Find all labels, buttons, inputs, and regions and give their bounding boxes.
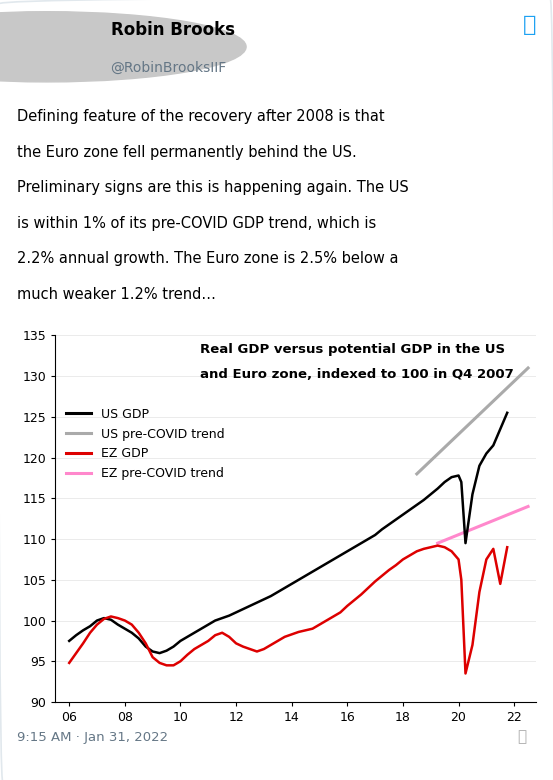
Text: Robin Brooks: Robin Brooks [111, 22, 234, 40]
Text: and Euro zone, indexed to 100 in Q4 2007: and Euro zone, indexed to 100 in Q4 2007 [200, 368, 513, 381]
Text: @RobinBrooksIIF: @RobinBrooksIIF [111, 61, 227, 74]
Text: Real GDP versus potential GDP in the US: Real GDP versus potential GDP in the US [200, 342, 505, 356]
Text: 2.2% annual growth. The Euro zone is 2.5% below a: 2.2% annual growth. The Euro zone is 2.5… [17, 251, 398, 266]
Text: is within 1% of its pre-COVID GDP trend, which is: is within 1% of its pre-COVID GDP trend,… [17, 215, 376, 231]
Text: the Euro zone fell permanently behind the US.: the Euro zone fell permanently behind th… [17, 145, 356, 160]
Legend: US GDP, US pre-COVID trend, EZ GDP, EZ pre-COVID trend: US GDP, US pre-COVID trend, EZ GDP, EZ p… [66, 408, 225, 480]
Text: Defining feature of the recovery after 2008 is that: Defining feature of the recovery after 2… [17, 109, 384, 124]
Text: Preliminary signs are this is happening again. The US: Preliminary signs are this is happening … [17, 180, 408, 195]
Circle shape [0, 12, 246, 82]
Text: 🐦: 🐦 [523, 15, 536, 34]
Text: 9:15 AM · Jan 31, 2022: 9:15 AM · Jan 31, 2022 [17, 731, 168, 743]
Text: much weaker 1.2% trend…: much weaker 1.2% trend… [17, 286, 216, 302]
Text: ⓘ: ⓘ [517, 729, 526, 745]
